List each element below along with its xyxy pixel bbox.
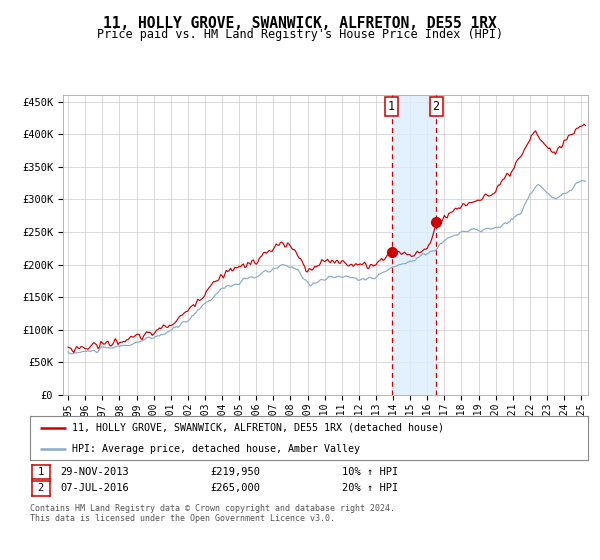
Text: 1: 1 [38, 467, 44, 477]
Text: 07-JUL-2016: 07-JUL-2016 [60, 483, 129, 493]
Text: £265,000: £265,000 [210, 483, 260, 493]
Text: 11, HOLLY GROVE, SWANWICK, ALFRETON, DE55 1RX (detached house): 11, HOLLY GROVE, SWANWICK, ALFRETON, DE5… [72, 423, 444, 433]
Text: 2: 2 [433, 100, 440, 113]
Text: 11, HOLLY GROVE, SWANWICK, ALFRETON, DE55 1RX: 11, HOLLY GROVE, SWANWICK, ALFRETON, DE5… [103, 16, 497, 31]
Text: 20% ↑ HPI: 20% ↑ HPI [342, 483, 398, 493]
Bar [392, 95, 436, 395]
Text: 2: 2 [38, 483, 44, 493]
Text: 10% ↑ HPI: 10% ↑ HPI [342, 467, 398, 477]
Text: 29-NOV-2013: 29-NOV-2013 [60, 467, 129, 477]
Text: Contains HM Land Registry data © Crown copyright and database right 2024.: Contains HM Land Registry data © Crown c… [30, 504, 395, 513]
Text: This data is licensed under the Open Government Licence v3.0.: This data is licensed under the Open Gov… [30, 514, 335, 522]
Text: HPI: Average price, detached house, Amber Valley: HPI: Average price, detached house, Ambe… [72, 444, 360, 454]
Text: Price paid vs. HM Land Registry's House Price Index (HPI): Price paid vs. HM Land Registry's House … [97, 28, 503, 41]
Text: £219,950: £219,950 [210, 467, 260, 477]
Text: 1: 1 [388, 100, 395, 113]
